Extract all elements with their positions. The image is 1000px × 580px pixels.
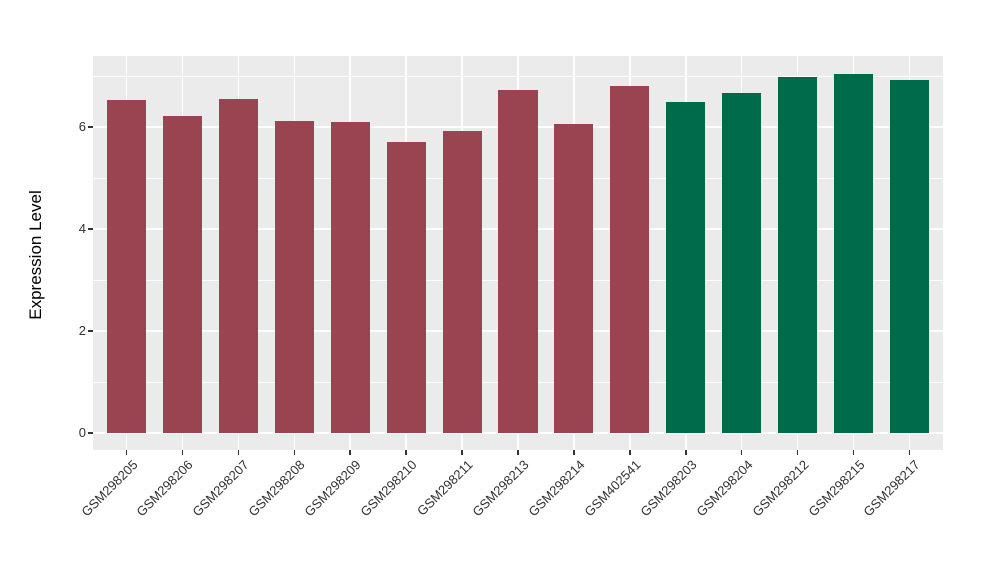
x-tick-mark [629,450,631,455]
x-tick-mark [405,450,407,455]
y-tick-mark [88,228,93,230]
bar-GSM298211 [442,130,482,433]
bar-GSM298214 [554,124,594,433]
x-tick-label: GSM298212 [748,457,812,520]
x-tick-label: GSM298215 [804,457,868,520]
bar-GSM298212 [778,76,818,433]
x-tick-label: GSM298208 [245,457,308,520]
x-tick-mark [852,450,855,455]
x-tick-mark [908,450,911,455]
y-tick-label: 0 [78,425,86,440]
y-tick-label: 6 [78,119,86,134]
x-tick-mark [461,450,463,455]
x-tick-label: GSM298214 [525,457,588,520]
x-tick-mark [349,450,351,455]
x-tick-mark [573,450,575,455]
x-tick-mark [796,450,799,455]
x-tick-mark [517,450,519,455]
y-tick-mark [88,126,93,128]
y-tick-mark [88,432,93,434]
bar-GSM298204 [722,92,762,433]
x-tick-label: GSM402541 [581,457,644,520]
x-tick-label: GSM298205 [77,457,141,520]
gridline-minor [93,75,943,77]
x-tick-mark [685,450,687,455]
x-tick-mark [125,450,128,455]
x-tick-label: GSM298209 [301,457,364,520]
x-tick-mark [237,450,240,455]
bar-GSM298208 [274,120,314,433]
bar-GSM298210 [386,141,426,433]
bar-GSM298203 [666,102,706,433]
y-axis-title: Expression Level [26,190,45,320]
gridline-major [93,432,943,434]
bar-GSM402541 [610,85,650,433]
bar-GSM298207 [218,98,258,433]
x-tick-label: GSM298213 [469,457,532,520]
bar-GSM298215 [833,74,874,433]
x-tick-mark [740,450,743,455]
x-tick-label: GSM298207 [189,457,252,520]
x-tick-label: GSM298217 [860,457,924,520]
x-tick-label: GSM298204 [693,457,756,520]
y-tick-label: 2 [78,323,86,338]
x-tick-label: GSM298210 [357,457,420,520]
bar-GSM298217 [889,80,930,433]
x-tick-mark [181,450,184,455]
y-tick-mark [88,330,93,332]
x-tick-label: GSM298211 [414,457,476,519]
x-tick-mark [293,450,296,455]
x-tick-label: GSM298206 [133,457,197,520]
bar-GSM298209 [330,121,370,433]
y-tick-label: 4 [78,221,86,236]
bar-GSM298205 [106,100,147,433]
bar-GSM298206 [162,115,203,433]
x-tick-label: GSM298203 [637,457,700,520]
bar-GSM298213 [498,89,538,433]
plot-panel [93,56,943,450]
